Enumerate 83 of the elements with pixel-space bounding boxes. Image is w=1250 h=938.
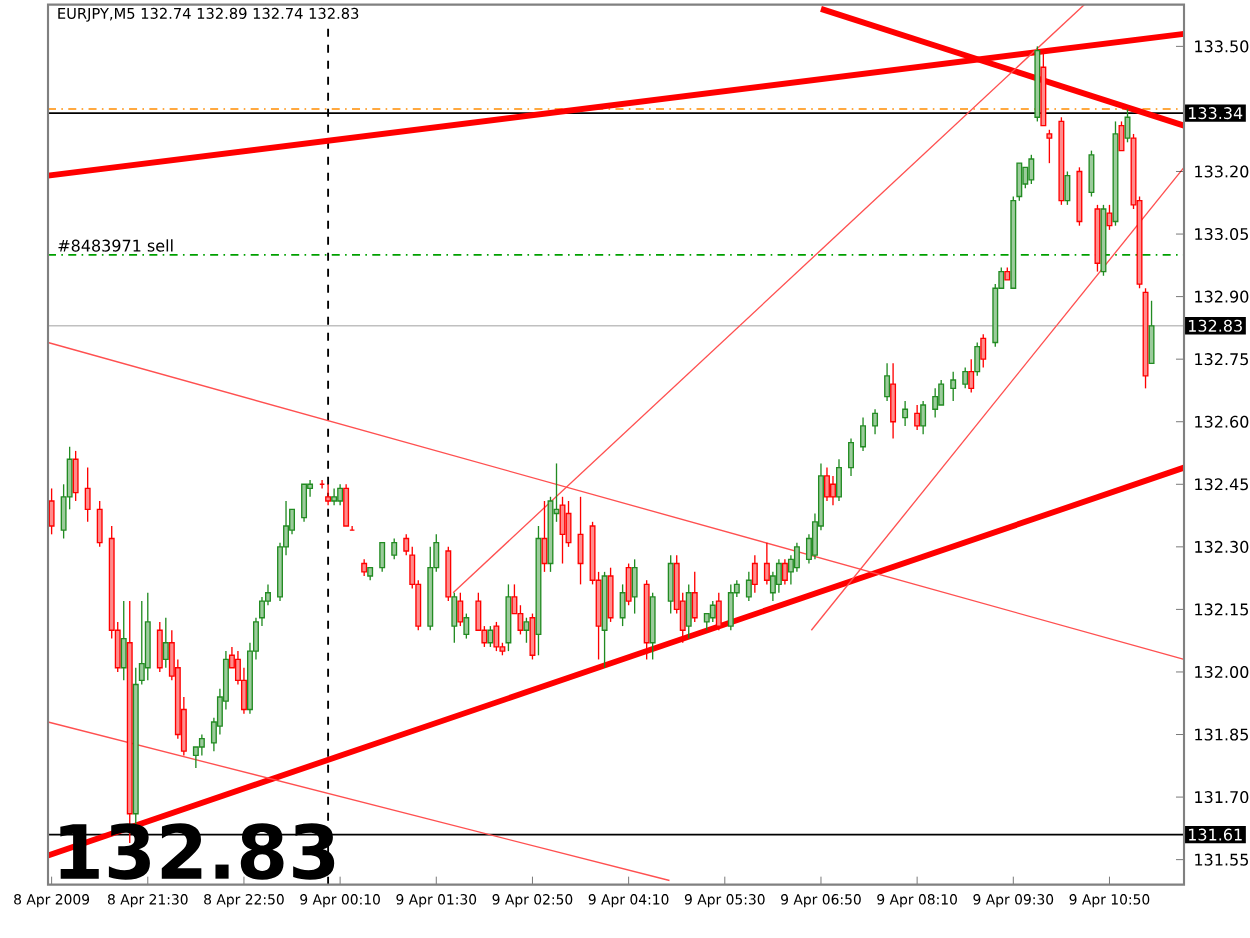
candlestick bbox=[529, 612, 536, 661]
candlestick bbox=[1088, 149, 1095, 198]
annotation: 132.83 bbox=[60, 823, 335, 880]
candlestick bbox=[950, 371, 957, 402]
candlestick bbox=[890, 362, 897, 440]
candlestick bbox=[914, 404, 921, 431]
candlestick bbox=[325, 483, 332, 506]
candlestick bbox=[848, 437, 854, 477]
candlestick bbox=[517, 604, 524, 636]
candlestick bbox=[667, 554, 674, 615]
candlestick bbox=[84, 466, 91, 523]
candlestick bbox=[709, 600, 716, 623]
y-tick-label: 131.85 bbox=[1195, 728, 1248, 741]
candlestick bbox=[619, 583, 626, 627]
candlestick bbox=[775, 558, 782, 594]
candlestick bbox=[391, 537, 398, 561]
candlestick bbox=[607, 567, 614, 623]
candlestick bbox=[932, 387, 939, 419]
candlestick bbox=[1046, 129, 1053, 164]
candlestick bbox=[980, 333, 987, 369]
candlestick bbox=[487, 625, 494, 648]
candlestick bbox=[920, 400, 927, 435]
candlestick bbox=[505, 583, 512, 652]
candlestick bbox=[631, 558, 638, 615]
candlestick bbox=[1064, 170, 1071, 206]
candlestick bbox=[577, 496, 584, 586]
y-tick-label: 131.70 bbox=[1195, 791, 1249, 804]
y-tick-label: 132.30 bbox=[1195, 540, 1249, 553]
candlestick bbox=[974, 341, 981, 377]
candlestick bbox=[884, 362, 891, 402]
candlestick bbox=[685, 583, 692, 640]
candlestick bbox=[331, 487, 338, 506]
candlestick bbox=[162, 617, 169, 669]
candlestick bbox=[343, 483, 350, 527]
candlestick bbox=[301, 483, 308, 523]
candlestick bbox=[48, 487, 55, 535]
candlestick bbox=[523, 617, 530, 644]
candlestick bbox=[715, 592, 722, 631]
candlestick bbox=[872, 408, 879, 435]
candlestick bbox=[1028, 154, 1035, 185]
y-tick-label: 132.00 bbox=[1195, 665, 1249, 678]
y-tick-label: 131.55 bbox=[1195, 853, 1248, 866]
candlestick bbox=[727, 583, 734, 631]
candlestick bbox=[962, 366, 969, 390]
candlestick bbox=[96, 500, 103, 548]
ref-line-label: 132.83 bbox=[1188, 319, 1242, 332]
y-tick-label: 133.05 bbox=[1195, 227, 1248, 241]
y-tick-label: 132.60 bbox=[1195, 415, 1249, 428]
candlestick bbox=[745, 571, 752, 602]
candlestick bbox=[763, 542, 770, 586]
candlestick bbox=[824, 466, 830, 502]
candlestick bbox=[1148, 300, 1155, 365]
ref-line-label: 131.61 bbox=[1188, 828, 1242, 841]
candlestick bbox=[781, 558, 788, 586]
candlestick bbox=[337, 483, 344, 506]
ref-line-label: 133.34 bbox=[1188, 107, 1243, 120]
candlestick bbox=[968, 358, 975, 394]
y-tick-label: 132.45 bbox=[1195, 478, 1248, 491]
y-tick-label: 133.20 bbox=[1195, 165, 1249, 178]
candlestick bbox=[379, 542, 386, 573]
y-tick-label: 132.75 bbox=[1195, 353, 1248, 366]
candlestick bbox=[691, 571, 698, 623]
candlestick bbox=[625, 562, 632, 606]
y-tick-label: 132.15 bbox=[1195, 603, 1248, 616]
candlestick bbox=[144, 592, 151, 681]
candlestick bbox=[198, 733, 205, 757]
candlestick bbox=[463, 612, 470, 640]
candlestick bbox=[72, 450, 79, 502]
y-tick-label: 133.50 bbox=[1195, 40, 1249, 53]
candlestick bbox=[902, 400, 909, 427]
candlestick bbox=[649, 592, 656, 661]
candlestick bbox=[156, 621, 163, 673]
candlestick bbox=[457, 592, 464, 627]
candlestick bbox=[751, 554, 758, 594]
candlestick bbox=[451, 592, 458, 644]
candlestick bbox=[493, 621, 500, 652]
candlestick bbox=[830, 475, 836, 506]
candlestick bbox=[860, 416, 867, 452]
candlestick bbox=[120, 600, 127, 681]
y-tick-label: 132.90 bbox=[1195, 290, 1249, 303]
candlestick bbox=[836, 458, 842, 502]
annotation: #8483971 sell bbox=[58, 239, 173, 252]
candlestick bbox=[445, 546, 452, 602]
